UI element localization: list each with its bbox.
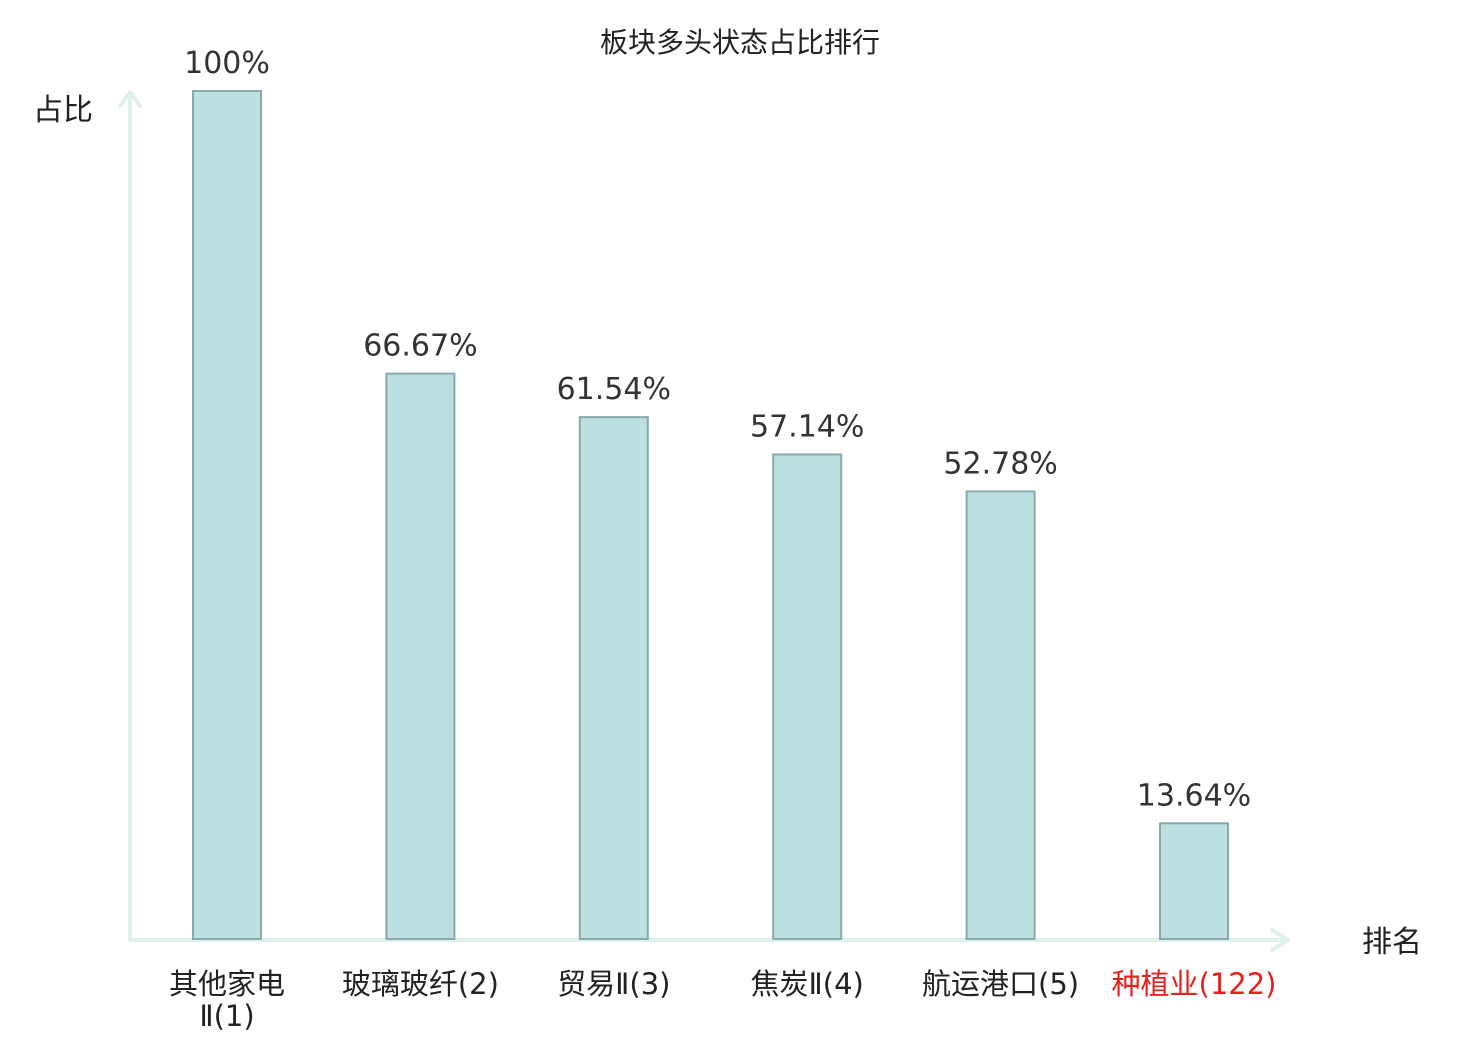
x-tick-label: 焦炭Ⅱ(4) <box>751 967 864 1001</box>
bars-group <box>192 90 1229 941</box>
bar-value-label: 61.54% <box>557 372 671 407</box>
y-axis-label: 占比 <box>33 93 93 128</box>
x-axis-arrowhead <box>1270 928 1290 952</box>
bar-value-label: 57.14% <box>750 409 864 444</box>
x-tick-label: 贸易Ⅱ(3) <box>557 967 670 1001</box>
bar <box>772 453 843 940</box>
x-tick-label: 种植业(122) <box>1112 967 1277 1001</box>
bar <box>965 490 1036 940</box>
y-axis-arrowhead <box>118 90 142 108</box>
bar-value-label: 13.64% <box>1137 778 1251 813</box>
bar-value-label: 100% <box>184 46 270 81</box>
axes <box>118 90 1290 952</box>
bar <box>192 90 262 940</box>
x-tick-label: 玻璃玻纤(2) <box>342 967 499 1001</box>
bar-value-label: 66.67% <box>363 329 477 364</box>
value-labels-group: 100% 66.67% 61.54% 57.14% 52.78% 13.64% <box>184 46 1251 813</box>
bar-value-label: 52.78% <box>943 446 1057 481</box>
bar <box>1159 822 1229 941</box>
x-axis-label: 排名 <box>1362 925 1422 960</box>
x-tick-label: 其他家电 <box>169 967 285 1001</box>
x-tick-label: 航运港口(5) <box>922 967 1079 1001</box>
bar <box>578 416 649 940</box>
x-tick-label: Ⅱ(1) <box>199 999 254 1033</box>
bar <box>385 372 456 940</box>
chart-title: 板块多头状态占比排行 <box>600 26 880 59</box>
